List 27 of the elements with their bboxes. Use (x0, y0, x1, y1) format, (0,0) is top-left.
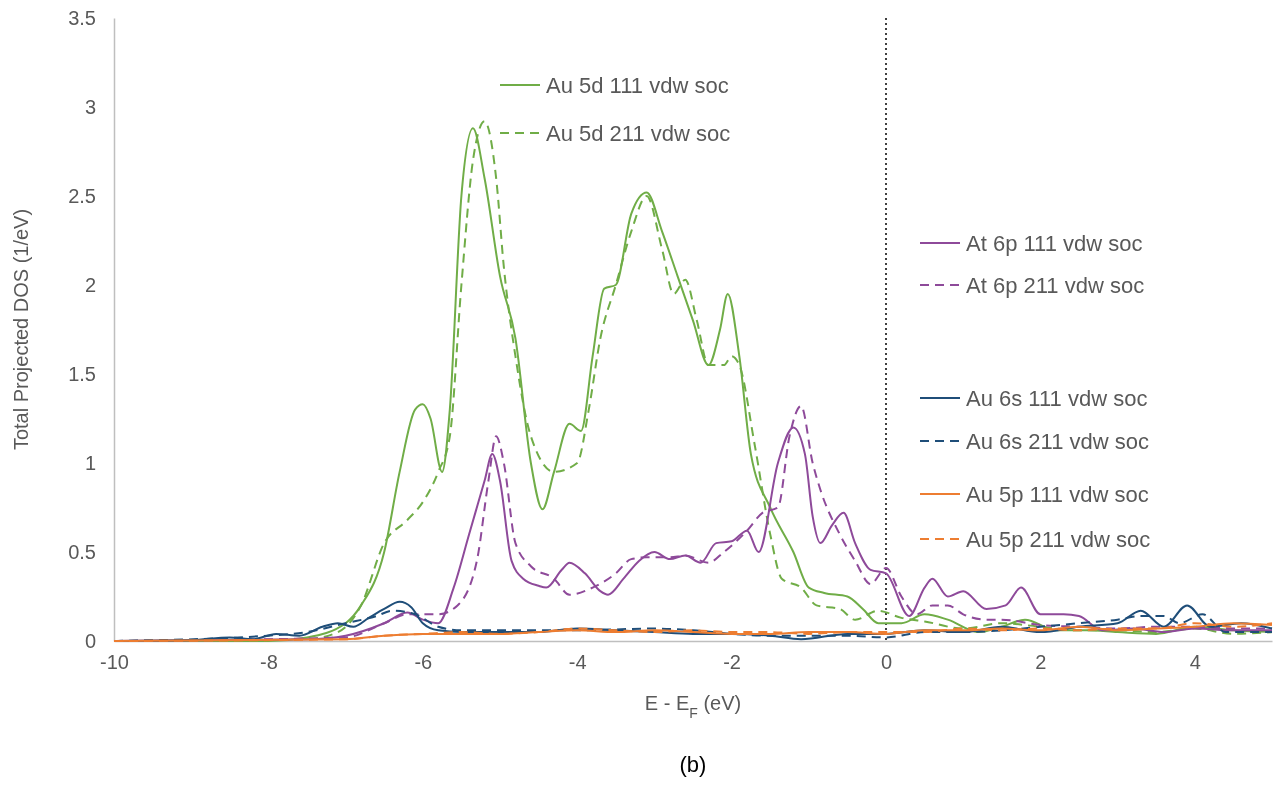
x-axis-title: E - E$_{F}$ (eV) (644, 692, 742, 721)
legend-label: Au 6s 111 vdw soc (966, 386, 1148, 411)
x-tick-label: 0 (880, 651, 893, 674)
y-tick-label: 3 (84, 95, 96, 118)
text: (b) (679, 752, 707, 777)
x-tick-label: -10 (100, 651, 129, 674)
y-tick-label: 0 (84, 629, 96, 652)
y-tick-label: 2 (84, 273, 96, 296)
y-tick-label: 1.5 (68, 362, 96, 385)
legend-label: Au 5d 211 vdw soc (546, 121, 731, 146)
legend-label: At 6p 211 vdw soc (966, 273, 1145, 298)
y-tick-label: 2.5 (68, 184, 96, 207)
legend-label: Au 5d 111 vdw soc (546, 73, 729, 98)
x-tick-label: -4 (568, 651, 587, 674)
legend-label: At 6p 111 vdw soc (966, 231, 1143, 256)
y-axis-title: Total Projected DOS (1/eV) (10, 208, 32, 451)
y-tick-label: 0.5 (68, 540, 96, 563)
legend-label: Au 5p 111 vdw soc (966, 482, 1149, 507)
legend-label: Au 6s 211 vdw soc (966, 429, 1150, 454)
x-tick-label: 4 (1189, 651, 1201, 674)
x-tick-label: -8 (260, 651, 278, 674)
legend-label: Au 5p 211 vdw soc (966, 527, 1151, 552)
y-tick-label: 3.5 (68, 6, 96, 29)
x-tick-label: -6 (414, 651, 433, 674)
x-tick-label: 2 (1035, 651, 1047, 674)
y-tick-label: 1 (84, 451, 96, 474)
x-tick-label: -2 (723, 651, 741, 674)
